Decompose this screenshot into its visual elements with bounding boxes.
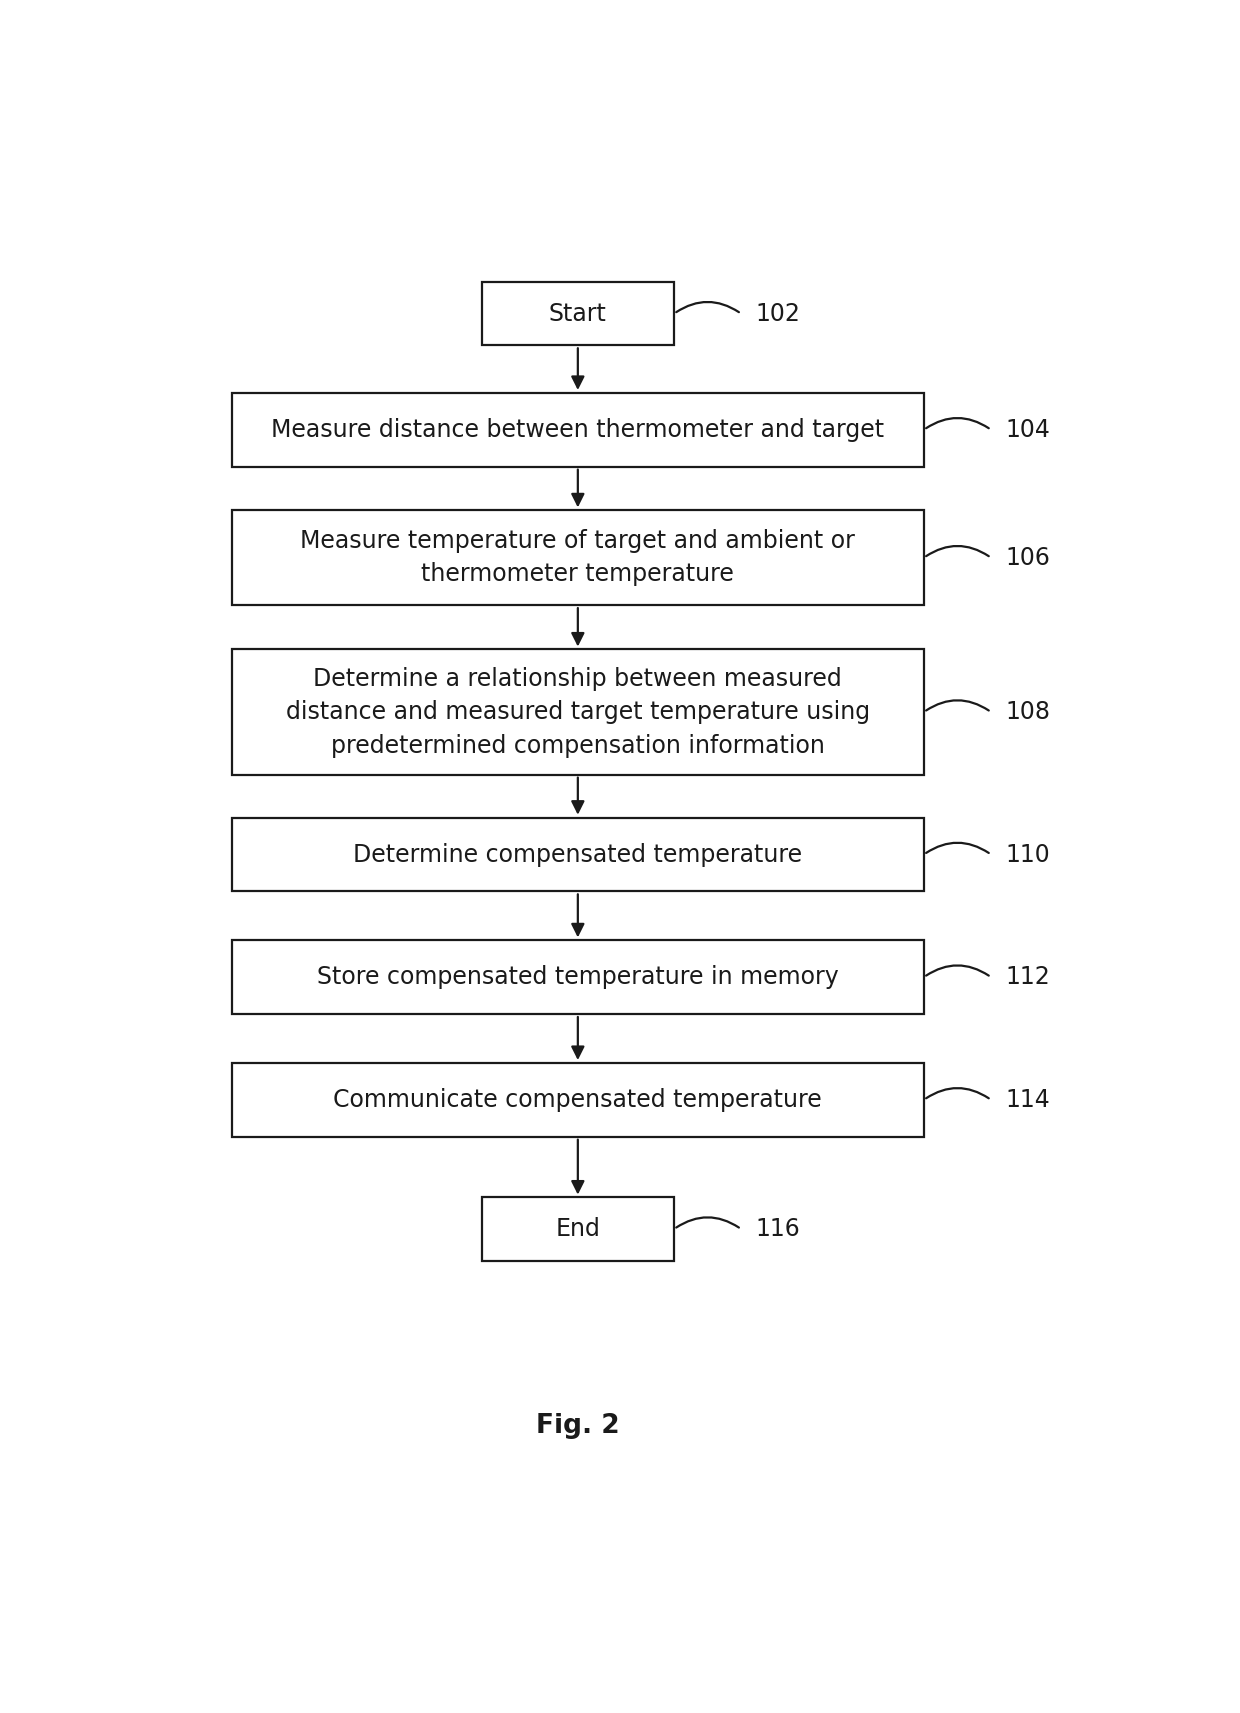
Text: End: End <box>556 1218 600 1242</box>
Text: Measure distance between thermometer and target: Measure distance between thermometer and… <box>272 418 884 442</box>
Text: 104: 104 <box>1006 418 1050 442</box>
Text: 108: 108 <box>1006 701 1050 725</box>
Text: Fig. 2: Fig. 2 <box>536 1413 620 1439</box>
FancyBboxPatch shape <box>232 392 924 466</box>
Text: Determine a relationship between measured
distance and measured target temperatu: Determine a relationship between measure… <box>285 666 870 757</box>
FancyBboxPatch shape <box>232 649 924 774</box>
Text: Communicate compensated temperature: Communicate compensated temperature <box>334 1088 822 1112</box>
Text: 112: 112 <box>1006 964 1050 988</box>
Text: 102: 102 <box>755 301 801 325</box>
Text: 106: 106 <box>1006 546 1050 570</box>
FancyBboxPatch shape <box>481 283 675 346</box>
Text: Measure temperature of target and ambient or
thermometer temperature: Measure temperature of target and ambien… <box>300 529 856 586</box>
FancyBboxPatch shape <box>481 1197 675 1261</box>
Text: Store compensated temperature in memory: Store compensated temperature in memory <box>317 964 838 988</box>
Text: Start: Start <box>549 301 606 325</box>
FancyBboxPatch shape <box>232 817 924 891</box>
FancyBboxPatch shape <box>232 1062 924 1137</box>
Text: Determine compensated temperature: Determine compensated temperature <box>353 843 802 867</box>
Text: 116: 116 <box>755 1218 800 1242</box>
FancyBboxPatch shape <box>232 940 924 1014</box>
FancyBboxPatch shape <box>232 510 924 605</box>
Text: 114: 114 <box>1006 1088 1050 1112</box>
Text: 110: 110 <box>1006 843 1050 867</box>
